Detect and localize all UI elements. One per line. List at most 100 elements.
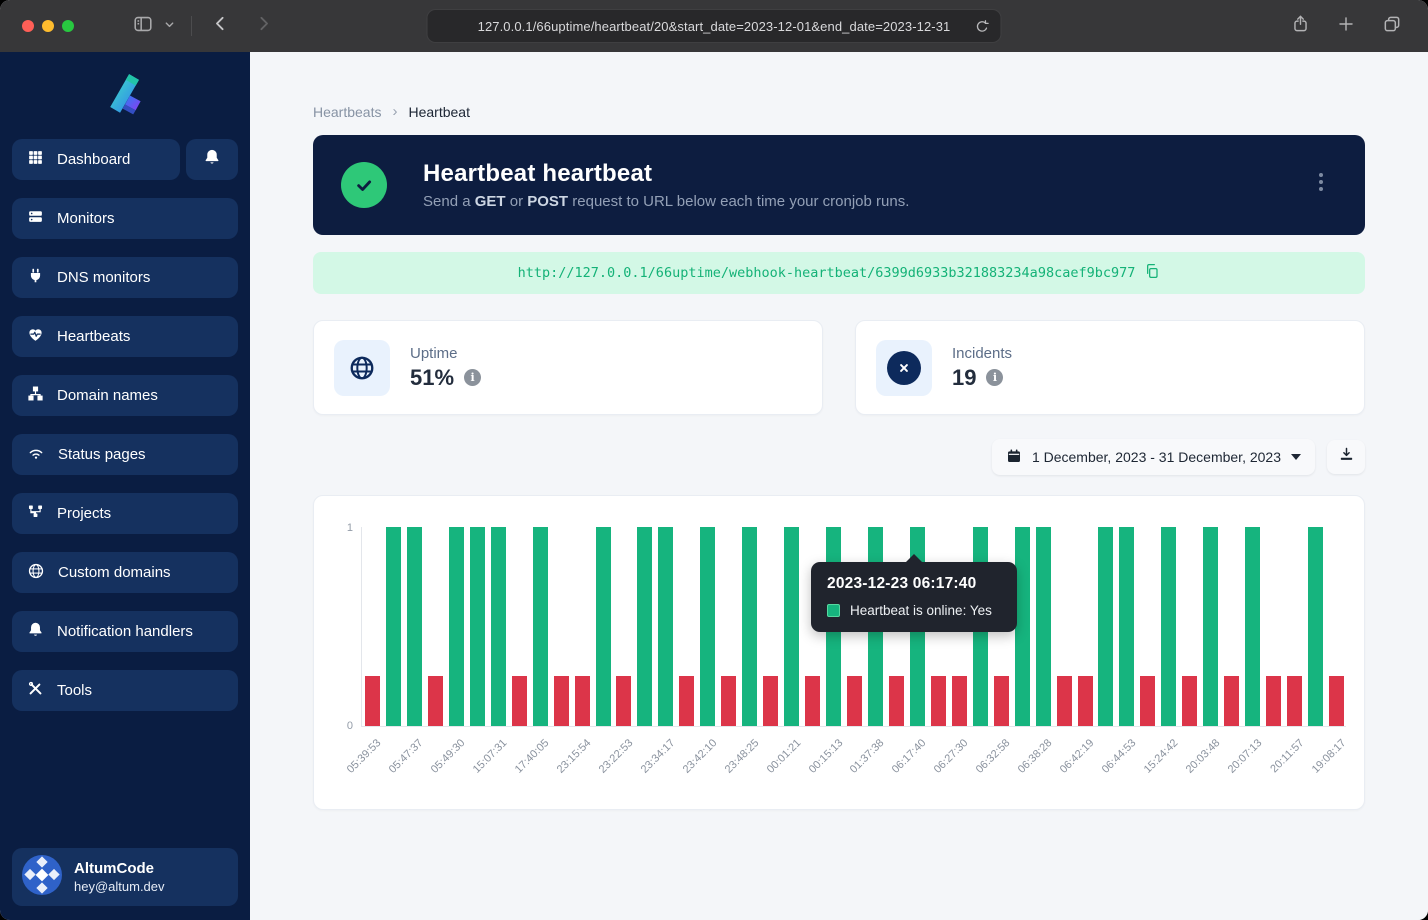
sidebar-item-status-pages[interactable]: Status pages <box>12 434 238 475</box>
new-tab-icon[interactable] <box>1337 15 1355 38</box>
kebab-menu-icon[interactable] <box>1319 173 1323 191</box>
address-bar-url[interactable]: 127.0.0.1/66uptime/heartbeat/20&start_da… <box>477 18 951 34</box>
sidebar-item-heartbeats[interactable]: Heartbeats <box>12 316 238 357</box>
sidebar-item-notification-handlers[interactable]: Notification handlers <box>12 611 238 652</box>
sidebar-item-monitors[interactable]: Monitors <box>12 198 238 239</box>
heartbeat-bar[interactable] <box>532 527 548 726</box>
back-icon[interactable] <box>212 15 229 37</box>
heartbeat-bar[interactable] <box>406 527 422 726</box>
date-range-picker[interactable]: 1 December, 2023 - 31 December, 2023 <box>991 439 1315 475</box>
address-bar[interactable]: 127.0.0.1/66uptime/heartbeat/20&start_da… <box>426 9 1002 43</box>
sidebar-item-domain-names[interactable]: Domain names <box>12 375 238 416</box>
heartbeat-bar[interactable] <box>1077 676 1093 726</box>
x-tick-label: 05:39:53 <box>345 737 384 776</box>
sidebar-item-dns-monitors[interactable]: DNS monitors <box>12 257 238 298</box>
heartbeat-bar[interactable] <box>763 676 779 726</box>
heartbeat-bar[interactable] <box>1308 527 1324 726</box>
browser-toolbar: 127.0.0.1/66uptime/heartbeat/20&start_da… <box>0 0 1428 52</box>
reload-icon[interactable] <box>974 18 991 38</box>
heartbeat-bar[interactable] <box>721 676 737 726</box>
heartbeat-bar[interactable] <box>1287 676 1303 726</box>
zoom-window-button[interactable] <box>62 20 74 32</box>
sidebar-item-label: Monitors <box>57 210 115 227</box>
chevron-down-icon[interactable] <box>164 17 175 35</box>
x-tick-label: 19:08:17 <box>1309 737 1349 776</box>
tab-overview-icon[interactable] <box>1382 14 1402 39</box>
heartbeat-bar[interactable] <box>993 676 1009 726</box>
sidebar-item-label: Notification handlers <box>57 623 193 640</box>
forward-icon[interactable] <box>255 15 272 37</box>
heartbeat-bar[interactable] <box>930 676 946 726</box>
wifi-icon <box>27 444 45 466</box>
share-icon[interactable] <box>1291 14 1310 38</box>
heartbeat-chart-plot: 1 0 <box>347 522 1346 732</box>
heartbeat-bar[interactable] <box>742 527 758 726</box>
heartbeat-bar[interactable] <box>637 527 653 726</box>
copy-icon[interactable] <box>1144 263 1160 284</box>
heartbeat-bar[interactable] <box>1224 676 1240 726</box>
heartbeat-bar[interactable] <box>511 676 527 726</box>
heartbeat-bar[interactable] <box>679 676 695 726</box>
calendar-icon <box>1006 448 1022 467</box>
sidebar-item-dashboard[interactable]: Dashboard <box>12 139 180 180</box>
breadcrumb-chevron-icon: › <box>392 103 398 120</box>
heartbeat-bar[interactable] <box>1161 527 1177 726</box>
x-axis-labels: 05:39:53 05:47:37 05:49:30 15:07:31 17:40:05… <box>345 727 1349 797</box>
sidebar-item-tools[interactable]: Tools <box>12 670 238 711</box>
export-button[interactable] <box>1327 440 1365 474</box>
sidebar-toggle-icon[interactable] <box>132 13 154 40</box>
heartbeat-bar[interactable] <box>364 676 380 726</box>
heartbeat-bar[interactable] <box>847 676 862 726</box>
main-content: Heartbeats › Heartbeat Heartbeat heartbe… <box>250 52 1428 920</box>
heartbeat-bar[interactable] <box>427 676 443 726</box>
heartbeat-bar[interactable] <box>658 527 674 726</box>
sitemap-icon <box>27 385 44 406</box>
heartbeat-bar[interactable] <box>1035 527 1051 726</box>
webhook-url-link[interactable]: http://127.0.0.1/66uptime/webhook-heartb… <box>517 265 1136 281</box>
heartbeat-bar[interactable] <box>1245 527 1261 726</box>
heartbeat-bar[interactable] <box>700 527 716 726</box>
sidebar-notifications-button[interactable] <box>186 139 238 180</box>
heartbeat-bar[interactable] <box>1266 676 1282 726</box>
x-tick-label: 23:22:53 <box>596 737 636 776</box>
heartbeat-bar[interactable] <box>888 676 904 726</box>
page-subtitle: Send a GET or POST request to URL below … <box>423 193 910 210</box>
sidebar-item-label: Tools <box>57 682 93 699</box>
sidebar-item-projects[interactable]: Projects <box>12 493 238 534</box>
heartbeat-bar[interactable] <box>951 676 967 726</box>
heartbeat-bar[interactable] <box>490 527 506 726</box>
minimize-window-button[interactable] <box>42 20 54 32</box>
heartbeat-bar[interactable] <box>574 676 590 726</box>
heartbeat-bar[interactable] <box>805 676 821 726</box>
x-tick-label: 06:42:19 <box>1057 737 1097 776</box>
heartbeat-bar[interactable] <box>784 527 800 726</box>
heartbeat-bar[interactable] <box>385 527 401 726</box>
page-title: Heartbeat heartbeat <box>423 160 653 187</box>
heartbeat-bar[interactable] <box>1140 676 1156 726</box>
account-card[interactable]: AltumCode hey@altum.dev <box>12 848 238 906</box>
heartbeat-bar[interactable] <box>1098 527 1114 726</box>
heartbeat-bar[interactable] <box>469 527 485 726</box>
heartbeat-bar[interactable] <box>553 676 569 726</box>
close-window-button[interactable] <box>22 20 34 32</box>
heartbeat-bar[interactable] <box>616 676 632 726</box>
uptime-card: Uptime 51% i <box>313 320 823 415</box>
heartbeat-bar[interactable] <box>448 527 464 726</box>
breadcrumb-heartbeats-link[interactable]: Heartbeats <box>313 103 382 120</box>
breadcrumb: Heartbeats › Heartbeat <box>313 103 1365 120</box>
heartbeat-header-card: Heartbeat heartbeat Send a GET or POST r… <box>313 135 1365 235</box>
x-tick-label: 20:11:57 <box>1267 737 1307 776</box>
heartbeat-bar[interactable] <box>1014 527 1030 726</box>
heartbeat-bar[interactable] <box>595 527 611 726</box>
heartbeat-bar[interactable] <box>1056 676 1072 726</box>
heartbeat-bar[interactable] <box>1329 676 1345 726</box>
heartbeat-bar[interactable] <box>1119 527 1135 726</box>
x-tick-label: 06:32:58 <box>973 737 1013 776</box>
uptime-info-icon[interactable]: i <box>464 369 482 386</box>
avatar <box>22 854 62 900</box>
heartbeat-bar[interactable] <box>1203 527 1219 726</box>
sidebar-item-custom-domains[interactable]: Custom domains <box>12 552 238 593</box>
heartbeat-bar[interactable] <box>1182 676 1198 726</box>
incidents-info-icon[interactable]: i <box>986 369 1004 386</box>
uptime-value: 51% <box>410 364 455 390</box>
